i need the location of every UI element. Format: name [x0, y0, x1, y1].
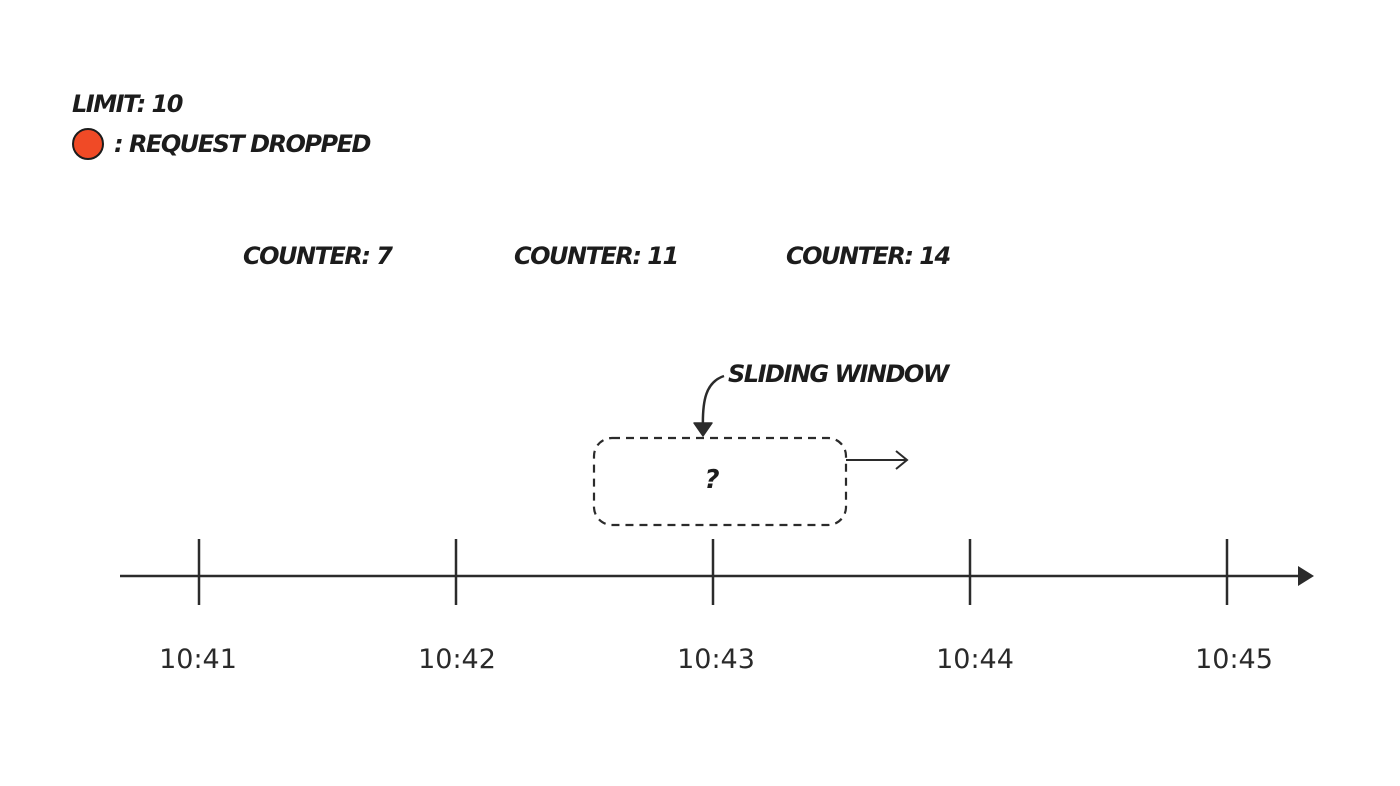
- sliding-window-label: SLIDING WINDOW: [728, 360, 951, 388]
- annotation-arrow: [701, 374, 725, 431]
- tick-label: 10:44: [936, 644, 1014, 675]
- window-frame: [592, 436, 848, 527]
- sliding-window-annotation: SLIDING WINDOW: [693, 360, 952, 437]
- limit-label: LIMIT: 10: [72, 90, 183, 118]
- annotation-arrowhead: [693, 422, 713, 437]
- tick-label: 10:43: [677, 644, 755, 675]
- window-direction-arrowhead: [895, 450, 909, 470]
- tick-label: 10:41: [159, 644, 237, 675]
- window-content: ?: [704, 465, 719, 495]
- tick-label: 10:42: [418, 644, 496, 675]
- counters: COUNTER: 7 COUNTER: 11 COUNTER: 14: [243, 242, 952, 270]
- counter-label: COUNTER: 7: [243, 242, 393, 270]
- timeline: 10:41 10:42 10:43 10:44 10:45: [120, 539, 1314, 675]
- tick-label: 10:45: [1195, 644, 1273, 675]
- legend: LIMIT: 10 : REQUEST DROPPED: [72, 90, 372, 160]
- sliding-window-box: ?: [592, 436, 909, 527]
- request-dropped-label: : REQUEST DROPPED: [114, 130, 371, 158]
- counter-label: COUNTER: 14: [786, 242, 950, 270]
- counter-label: COUNTER: 11: [514, 242, 678, 270]
- request-dropped-marker: [72, 128, 104, 160]
- timeline-arrowhead: [1298, 566, 1314, 586]
